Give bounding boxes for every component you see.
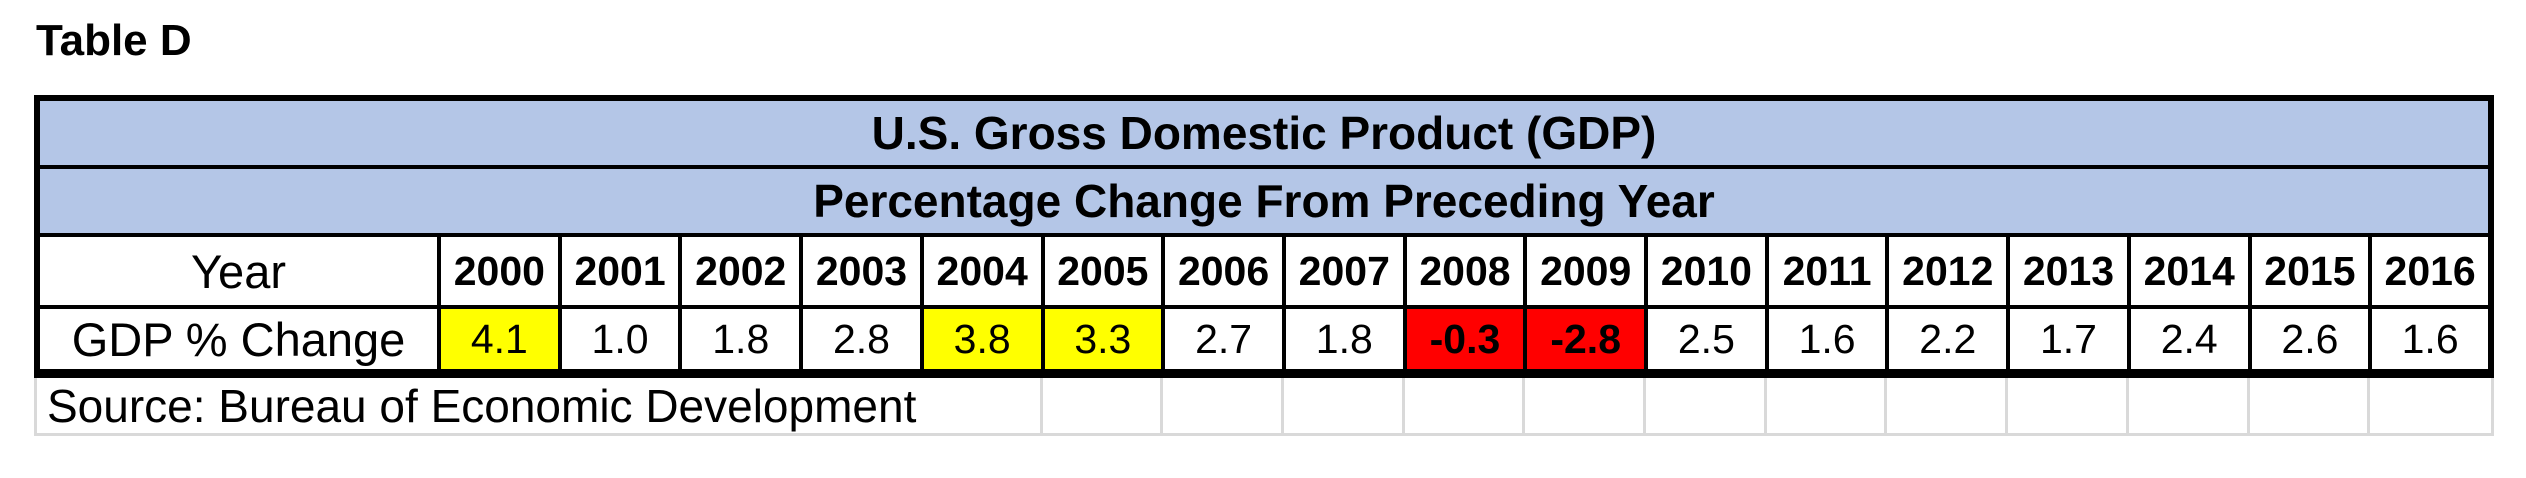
gdp-value-row: GDP % Change 4.1 1.0 1.8 2.8 3.8 3.3 2.7… <box>35 305 2493 376</box>
year-cell: 2009 <box>1523 233 1649 309</box>
gdp-row-label: GDP % Change <box>35 305 441 376</box>
source-grid-cell <box>2250 378 2371 433</box>
gdp-value-cell: 1.6 <box>1764 305 1890 376</box>
gdp-value-cell: 1.8 <box>1281 305 1407 376</box>
year-cell: 2007 <box>1281 233 1407 309</box>
source-grid-cell <box>1405 378 1526 433</box>
gdp-value-cell: 3.3 <box>1040 305 1166 376</box>
gdp-value-cell: -2.8 <box>1523 305 1649 376</box>
source-grid-cell <box>1043 378 1164 433</box>
source-row: Source: Bureau of Economic Development <box>34 378 2494 436</box>
gdp-table: U.S. Gross Domestic Product (GDP) Percen… <box>34 95 2494 378</box>
gdp-value-cell: 2.8 <box>799 305 924 376</box>
source-grid-cell <box>922 378 1043 433</box>
source-grid-cell <box>2008 378 2129 433</box>
year-cell: 2016 <box>2368 233 2493 309</box>
year-cell: 2005 <box>1040 233 1166 309</box>
year-cell: 2006 <box>1161 233 1286 309</box>
gdp-value-cell: -0.3 <box>1402 305 1528 376</box>
source-grid-cell <box>2129 378 2250 433</box>
gdp-value-cell: 2.5 <box>1644 305 1769 376</box>
source-grid-cell <box>1646 378 1767 433</box>
table-title-row: U.S. Gross Domestic Product (GDP) <box>35 96 2493 169</box>
source-grid-cell <box>1284 378 1405 433</box>
source-grid-cell <box>1887 378 2009 433</box>
gdp-value-cell: 1.8 <box>678 305 804 376</box>
year-cell: 2014 <box>2126 233 2252 309</box>
gdp-value-cell: 3.8 <box>919 305 1045 376</box>
source-grid-cell <box>1525 378 1647 433</box>
year-cell: 2011 <box>1764 233 1890 309</box>
year-cell: 2010 <box>1644 233 1769 309</box>
year-cell: 2004 <box>919 233 1045 309</box>
year-cell: 2002 <box>678 233 804 309</box>
table-title-cell: U.S. Gross Domestic Product (GDP) <box>35 96 2493 169</box>
year-cell: 2015 <box>2247 233 2373 309</box>
source-note: Source: Bureau of Economic Development <box>37 378 963 433</box>
source-grid-cell <box>1767 378 1888 433</box>
year-cell: 2013 <box>2006 233 2131 309</box>
gdp-value-cell: 1.7 <box>2006 305 2131 376</box>
source-grid-cell <box>1163 378 1284 433</box>
year-row-label: Year <box>35 233 441 309</box>
source-grid-cell <box>2370 378 2491 433</box>
year-cell: 2000 <box>437 233 562 309</box>
gdp-value-cell: 1.6 <box>2368 305 2493 376</box>
year-cell: 2012 <box>1885 233 2011 309</box>
gdp-value-cell: 4.1 <box>437 305 562 376</box>
table-subtitle-row: Percentage Change From Preceding Year <box>35 165 2493 237</box>
year-cell: 2001 <box>557 233 683 309</box>
year-header-row: Year 2000 2001 2002 2003 2004 2005 2006 … <box>35 233 2493 309</box>
gdp-value-cell: 2.2 <box>1885 305 2011 376</box>
gdp-value-cell: 2.6 <box>2247 305 2373 376</box>
table-subtitle-cell: Percentage Change From Preceding Year <box>35 165 2493 237</box>
gdp-value-cell: 1.0 <box>557 305 683 376</box>
year-cell: 2008 <box>1402 233 1528 309</box>
year-cell: 2003 <box>799 233 924 309</box>
gdp-value-cell: 2.7 <box>1161 305 1286 376</box>
gdp-value-cell: 2.4 <box>2126 305 2252 376</box>
table-caption: Table D <box>36 16 192 65</box>
